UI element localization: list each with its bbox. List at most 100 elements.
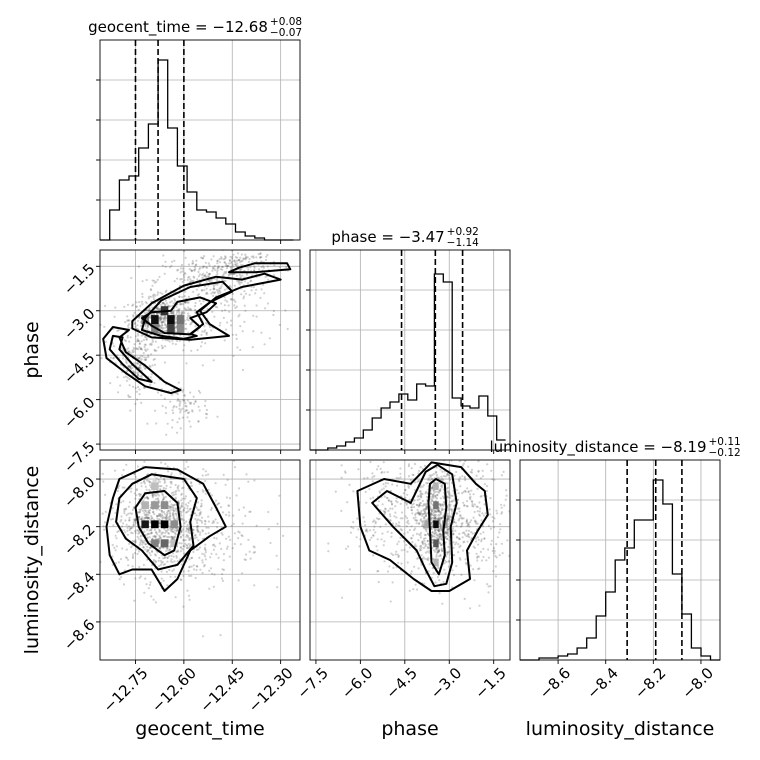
scatter-point: [143, 460, 146, 463]
scatter-point: [188, 508, 191, 511]
scatter-point: [137, 339, 140, 343]
scatter-point: [429, 519, 433, 522]
scatter-point: [103, 325, 106, 328]
scatter-point: [431, 531, 434, 534]
scatter-point: [169, 507, 172, 510]
scatter-point: [440, 517, 443, 520]
scatter-point: [153, 492, 156, 496]
scatter-point: [123, 529, 126, 532]
scatter-point: [228, 284, 231, 287]
scatter-point: [468, 493, 472, 496]
scatter-point: [171, 339, 174, 342]
scatter-point: [458, 517, 461, 520]
scatter-point: [403, 548, 406, 551]
scatter-point: [139, 364, 142, 367]
scatter-point: [407, 485, 410, 488]
scatter-point: [181, 302, 184, 306]
scatter-point: [164, 495, 167, 498]
scatter-point: [145, 511, 148, 514]
scatter-point: [175, 509, 178, 512]
scatter-point: [399, 476, 402, 479]
scatter-point: [186, 528, 190, 531]
y-tick-label-phase: −7.5: [60, 438, 98, 476]
scatter-point: [149, 528, 153, 531]
scatter-point: [419, 490, 422, 493]
density-cell: [151, 520, 159, 529]
scatter-point: [436, 551, 439, 554]
scatter-point: [423, 511, 426, 514]
scatter-point: [128, 516, 131, 520]
scatter-point: [436, 547, 439, 550]
scatter-point: [244, 309, 247, 312]
scatter-point: [459, 525, 462, 528]
scatter-point: [137, 550, 140, 553]
scatter-point: [181, 487, 184, 490]
scatter-point: [259, 256, 262, 259]
scatter-point: [244, 558, 247, 562]
scatter-point: [410, 467, 413, 470]
scatter-point: [144, 509, 147, 512]
scatter-point: [126, 558, 130, 562]
scatter-point: [419, 493, 422, 496]
scatter-point: [399, 467, 402, 470]
scatter-point: [372, 554, 375, 557]
scatter-point: [442, 501, 445, 504]
scatter-point: [400, 529, 403, 532]
scatter-point: [211, 310, 214, 313]
scatter-point: [414, 583, 417, 586]
scatter-point: [231, 272, 234, 276]
scatter-point: [446, 512, 449, 515]
scatter-point: [162, 510, 166, 514]
scatter-point: [430, 499, 433, 502]
scatter-point: [424, 508, 427, 511]
scatter-point: [182, 349, 185, 352]
scatter-point: [169, 474, 173, 477]
scatter-point: [187, 301, 190, 304]
contour-line: [140, 280, 234, 340]
scatter-point: [416, 519, 419, 522]
scatter-point: [172, 555, 175, 558]
scatter-point: [464, 490, 467, 493]
scatter-point: [220, 256, 223, 259]
scatter-point: [455, 536, 458, 539]
scatter-point: [382, 461, 385, 464]
scatter-point: [438, 535, 441, 538]
scatter-point: [382, 487, 385, 490]
scatter-point: [174, 343, 177, 346]
scatter-point: [477, 460, 480, 463]
scatter-point: [422, 512, 426, 515]
scatter-point: [418, 512, 421, 515]
scatter-point: [218, 265, 221, 268]
scatter-point: [199, 568, 202, 571]
scatter-point: [188, 308, 191, 311]
scatter-point: [190, 565, 193, 568]
scatter-point: [465, 534, 468, 538]
scatter-point: [137, 532, 140, 535]
scatter-point: [186, 301, 189, 304]
scatter-point: [133, 599, 136, 602]
scatter-point: [250, 289, 253, 292]
scatter-point: [181, 295, 184, 299]
scatter-point: [234, 263, 237, 266]
scatter-point: [451, 494, 454, 497]
scatter-point: [127, 347, 130, 350]
scatter-point: [449, 515, 452, 518]
scatter-point: [490, 469, 493, 472]
scatter-point: [171, 494, 174, 497]
scatter-point: [203, 553, 206, 556]
scatter-point: [486, 583, 489, 586]
scatter-point: [125, 463, 128, 466]
scatter-point: [384, 508, 387, 511]
scatter-point: [163, 272, 166, 275]
scatter-point: [188, 411, 191, 414]
scatter-point: [156, 515, 159, 518]
scatter-point: [204, 321, 208, 324]
scatter-point: [216, 262, 219, 265]
scatter-point: [471, 503, 474, 506]
scatter-point: [396, 484, 399, 487]
scatter-point: [253, 546, 256, 549]
scatter-point: [170, 480, 173, 484]
scatter-point: [429, 501, 432, 504]
scatter-point: [150, 549, 154, 553]
scatter-point: [241, 535, 244, 538]
